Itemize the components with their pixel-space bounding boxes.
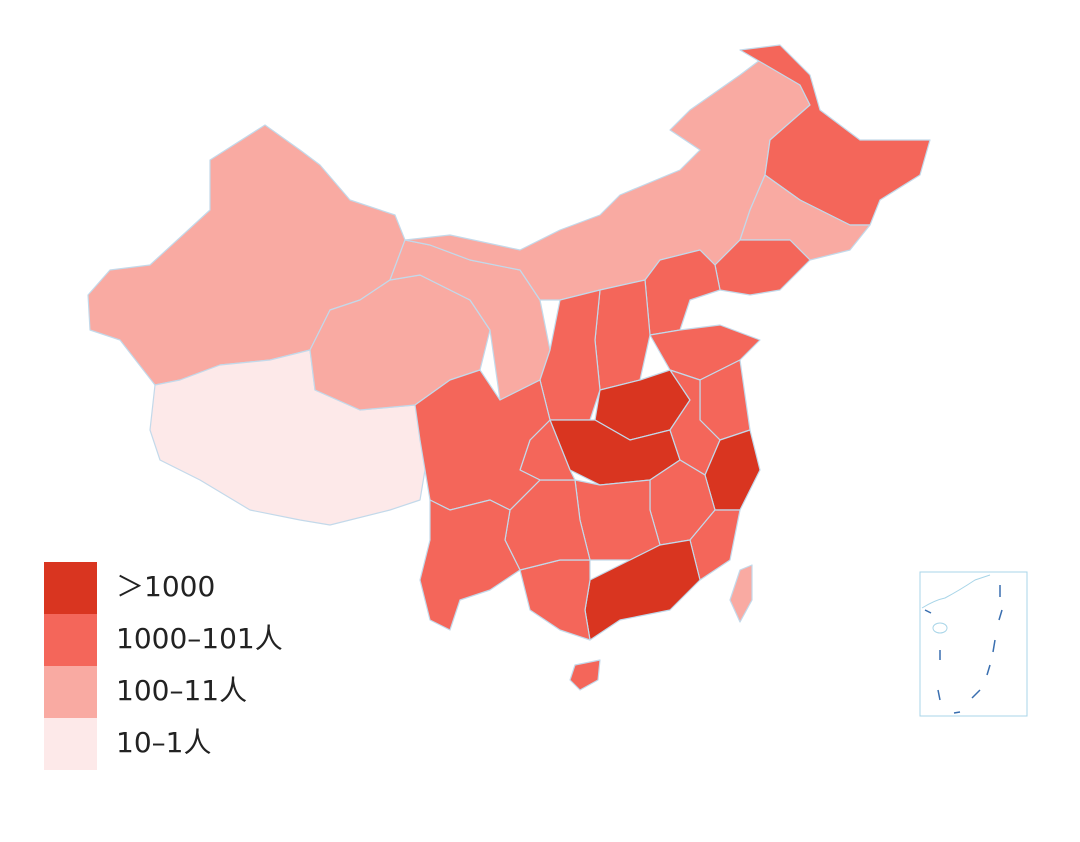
south-china-sea-inset: [919, 571, 1028, 717]
map-regions: [87, 44, 931, 691]
region: [739, 44, 931, 226]
legend-label: ＞1000: [116, 570, 215, 603]
legend: ＞1000 1000–101人 100–11人 10–1人: [44, 562, 283, 770]
region: [594, 279, 651, 391]
legend-swatch: [44, 666, 97, 718]
region: [539, 289, 601, 421]
inset-island: [932, 622, 948, 634]
region: [739, 174, 871, 261]
inset-frame: [919, 571, 1028, 717]
region: [689, 509, 741, 581]
legend-label: 1000–101人: [116, 622, 283, 655]
legend-swatch: [44, 614, 97, 666]
legend-swatch: [44, 562, 97, 614]
inset-boundary: [924, 585, 1003, 714]
region: [574, 479, 661, 561]
inset-coast: [921, 574, 991, 609]
region: [729, 564, 753, 623]
legend-label: 10–1人: [116, 726, 211, 759]
region: [414, 369, 551, 511]
region: [519, 559, 591, 641]
region: [569, 659, 601, 691]
legend-label: 100–11人: [116, 674, 247, 707]
legend-swatch: [44, 718, 97, 770]
region: [419, 499, 521, 631]
